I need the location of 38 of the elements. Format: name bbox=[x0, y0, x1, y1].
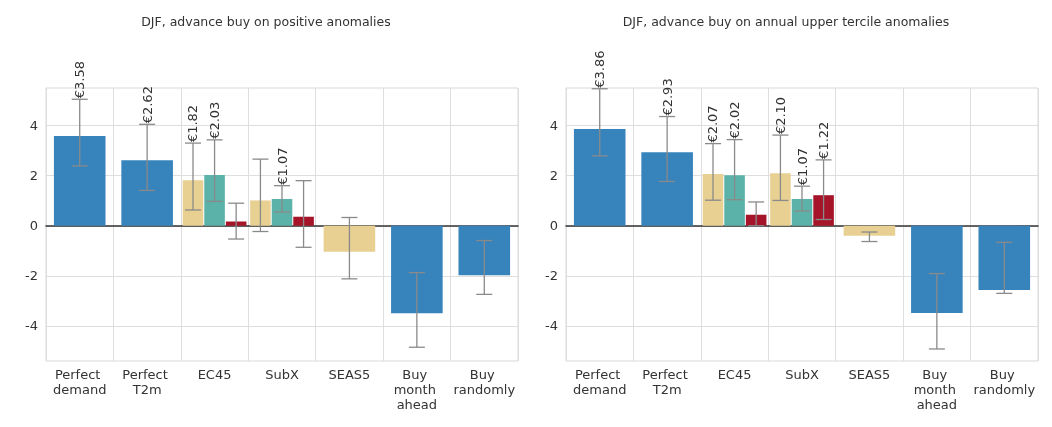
x-tick-label: EC45 bbox=[717, 367, 752, 382]
x-tick-label: Buy month ahead bbox=[913, 367, 961, 412]
x-tick-label: SubX bbox=[265, 367, 299, 382]
data-label: €3.58 bbox=[72, 61, 88, 99]
data-label: €3.86 bbox=[592, 50, 608, 88]
x-tick-label: SEAS5 bbox=[328, 367, 371, 382]
chart-title: DJF, advance buy on positive anomalies bbox=[141, 14, 391, 29]
y-tick-label: -4 bbox=[25, 318, 38, 334]
x-tick-label: Buy randomly bbox=[973, 367, 1036, 397]
y-tick-label: 0 bbox=[29, 218, 38, 234]
x-tick-label: Buy month ahead bbox=[393, 367, 441, 412]
data-label: €1.07 bbox=[794, 147, 810, 186]
x-tick-label: Perfect T2m bbox=[122, 367, 172, 397]
y-tick-label: 4 bbox=[549, 118, 558, 134]
x-tick-label: EC45 bbox=[197, 367, 232, 382]
y-tick-label: -2 bbox=[25, 268, 38, 284]
x-tick-label: SEAS5 bbox=[848, 367, 891, 382]
y-tick-label: -2 bbox=[545, 268, 558, 284]
x-tick-label: Perfect demand bbox=[53, 367, 107, 397]
data-label: €2.02 bbox=[727, 101, 743, 139]
data-label: €2.62 bbox=[139, 86, 155, 124]
data-label: €2.07 bbox=[705, 105, 721, 143]
data-label: €1.07 bbox=[274, 147, 290, 185]
data-label: €2.10 bbox=[772, 96, 788, 135]
y-tick-label: 4 bbox=[29, 118, 38, 134]
y-tick-label: 0 bbox=[549, 218, 558, 234]
y-tick-label: 2 bbox=[549, 168, 558, 184]
y-tick-label: 2 bbox=[29, 168, 38, 184]
chart-title: DJF, advance buy on annual upper tercile anomalies bbox=[622, 14, 950, 29]
x-tick-label: Perfect demand bbox=[573, 367, 627, 397]
data-label: €2.03 bbox=[207, 101, 223, 139]
x-tick-label: Perfect T2m bbox=[642, 367, 692, 397]
x-tick-label: Buy randomly bbox=[453, 367, 516, 397]
data-label: €1.22 bbox=[816, 121, 832, 159]
x-tick-label: SubX bbox=[785, 367, 819, 382]
y-tick-label: -4 bbox=[545, 318, 558, 334]
data-label: €1.82 bbox=[185, 104, 201, 143]
data-label: €2.93 bbox=[659, 78, 675, 116]
